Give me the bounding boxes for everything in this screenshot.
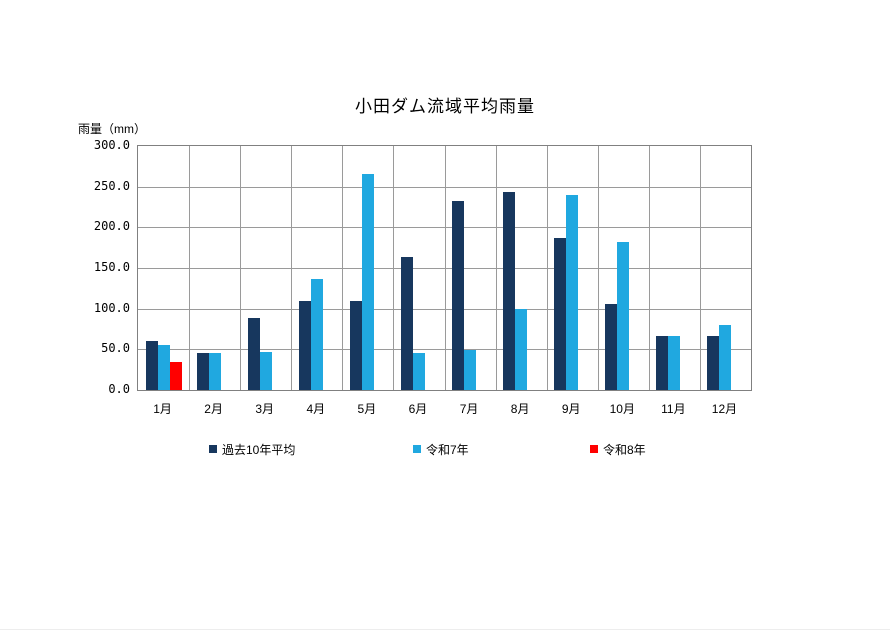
bar-令和7年-3月 bbox=[259, 351, 272, 390]
plot-area bbox=[137, 145, 752, 391]
bar-過去10年平均-6月 bbox=[400, 256, 413, 390]
bar-令和7年-6月 bbox=[412, 352, 425, 390]
y-axis-title: 雨量（mm） bbox=[78, 122, 146, 136]
bar-令和7年-7月 bbox=[464, 350, 477, 390]
gridline-vertical bbox=[546, 146, 548, 390]
legend-item-令和7年: 令和7年 bbox=[413, 441, 469, 457]
y-tick-label: 150.0 bbox=[93, 260, 130, 274]
bar-令和7年-10月 bbox=[617, 241, 630, 390]
bar-過去10年平均-11月 bbox=[656, 336, 669, 390]
legend-item-令和8年: 令和8年 bbox=[590, 441, 646, 457]
bar-過去10年平均-9月 bbox=[554, 237, 567, 390]
bar-令和7年-12月 bbox=[719, 324, 732, 390]
bar-令和7年-1月 bbox=[157, 345, 170, 390]
legend-swatch-icon bbox=[209, 445, 217, 453]
bar-過去10年平均-7月 bbox=[452, 200, 465, 390]
x-axis-label-2月: 2月 bbox=[204, 402, 223, 416]
gridline-vertical bbox=[495, 146, 497, 390]
y-tick-label: 250.0 bbox=[93, 178, 130, 193]
legend-item-過去10年平均: 過去10年平均 bbox=[209, 441, 295, 457]
x-axis-label-12月: 12月 bbox=[711, 402, 738, 416]
bar-令和8年-1月 bbox=[169, 361, 182, 390]
legend-swatch-icon bbox=[413, 445, 421, 453]
gridline-vertical bbox=[444, 146, 446, 390]
x-axis-label-4月: 4月 bbox=[306, 402, 326, 416]
legend-label: 令和8年 bbox=[603, 442, 646, 457]
gridline-vertical bbox=[291, 146, 293, 390]
bar-令和7年-11月 bbox=[668, 335, 681, 390]
legend-swatch-icon bbox=[590, 445, 598, 453]
gridline-vertical bbox=[342, 146, 344, 390]
bar-過去10年平均-4月 bbox=[298, 301, 311, 390]
x-axis-label-5月: 5月 bbox=[357, 402, 377, 416]
gridline-vertical bbox=[699, 146, 701, 390]
legend-label: 過去10年平均 bbox=[222, 442, 296, 457]
y-tick-label: 100.0 bbox=[93, 300, 130, 315]
y-tick-label: 200.0 bbox=[93, 219, 130, 234]
gridline-vertical bbox=[648, 146, 650, 390]
x-axis-label-3月: 3月 bbox=[255, 402, 275, 416]
bar-令和7年-4月 bbox=[310, 278, 323, 390]
bar-令和7年-9月 bbox=[566, 194, 579, 390]
bar-過去10年平均-2月 bbox=[196, 353, 209, 390]
bar-過去10年平均-12月 bbox=[707, 335, 720, 390]
x-axis-label-11月: 11月 bbox=[661, 402, 686, 416]
bar-過去10年平均-3月 bbox=[247, 318, 260, 390]
chart-title: 小田ダム流域平均雨量 bbox=[355, 97, 535, 116]
x-axis-label-10月: 10月 bbox=[609, 402, 635, 416]
legend: 過去10年平均 令和7年 令和8年 bbox=[0, 441, 890, 459]
y-tick-label: 300.0 bbox=[93, 138, 130, 152]
y-tick-label: 50.0 bbox=[101, 341, 130, 356]
gridline-vertical bbox=[189, 146, 191, 390]
gridline-vertical bbox=[240, 146, 242, 390]
x-axis-label-7月: 7月 bbox=[459, 402, 479, 416]
x-axis-label-8月: 8月 bbox=[510, 402, 530, 416]
legend-label: 令和7年 bbox=[426, 442, 469, 457]
x-axis-label-1月: 1月 bbox=[153, 402, 172, 416]
gridline-vertical bbox=[597, 146, 599, 390]
bar-令和7年-8月 bbox=[515, 309, 528, 390]
x-axis-label-6月: 6月 bbox=[408, 402, 428, 416]
bar-過去10年平均-10月 bbox=[605, 303, 618, 390]
bar-令和7年-5月 bbox=[361, 173, 374, 390]
x-axis-label-9月: 9月 bbox=[561, 402, 581, 416]
y-tick-label: 0.0 bbox=[108, 382, 130, 396]
bar-過去10年平均-8月 bbox=[503, 192, 516, 390]
bar-過去10年平均-1月 bbox=[145, 341, 158, 390]
bar-令和7年-2月 bbox=[208, 352, 221, 390]
bar-過去10年平均-5月 bbox=[349, 300, 362, 390]
gridline-vertical bbox=[393, 146, 395, 390]
